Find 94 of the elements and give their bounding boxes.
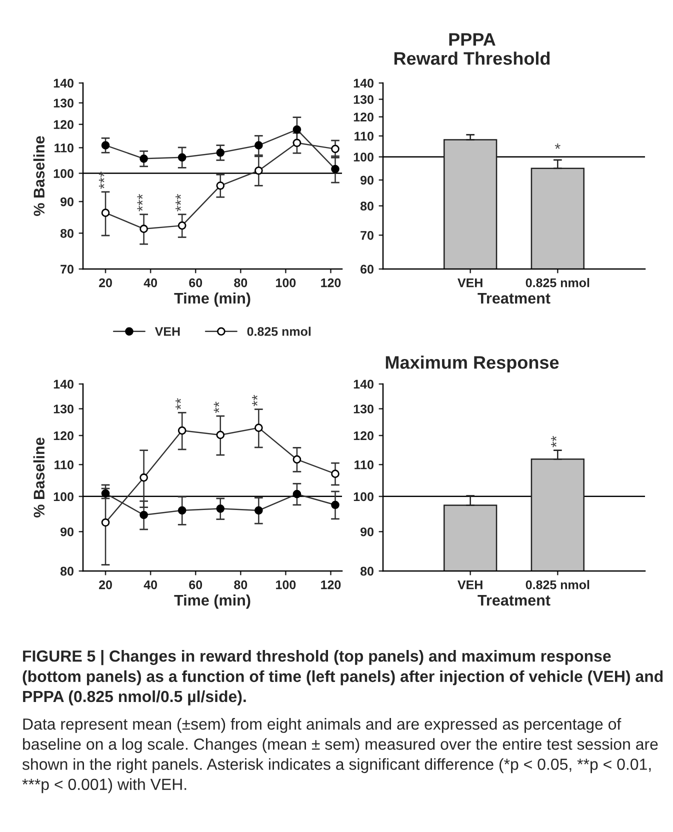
y-tick-label: 130	[354, 404, 374, 414]
y-tick-label: 70	[60, 264, 74, 274]
point	[292, 490, 302, 498]
x-tick-label: 100	[276, 580, 296, 590]
point	[216, 504, 225, 513]
x-tick-label: 120	[321, 580, 341, 590]
x-tick-label: 60	[189, 278, 202, 288]
y-tick-label: 80	[60, 228, 74, 238]
point	[331, 164, 340, 174]
annotation: ***	[176, 194, 181, 212]
chart-title: Maximum Response	[386, 356, 559, 372]
y-tick-label: 130	[54, 404, 74, 414]
point	[292, 125, 302, 134]
y-axis-title: % Baseline	[33, 438, 45, 518]
point	[254, 166, 263, 175]
x-axis-title: Treatment	[478, 595, 550, 606]
y-tick-label: 100	[354, 152, 374, 162]
y-tick-label: 140	[54, 78, 74, 88]
point	[140, 473, 148, 482]
caption: FIGURE 5 | Changes in reward threshold (top panels) and maximum response (bottom panels) as a function of time (left panels) after injection of vehicle (VEH) and PPPA (0.825 nmol/0.5 µl/side).	[22, 650, 663, 706]
point	[140, 154, 148, 163]
x-axis-title: Treatment	[478, 293, 550, 304]
legend-label: VEH	[154, 327, 180, 336]
x-axis-title: Time (min)	[174, 594, 250, 609]
point	[254, 424, 263, 432]
point	[101, 208, 110, 217]
y-tick-label: 80	[360, 202, 374, 210]
y-tick-label: 130	[354, 95, 374, 104]
point	[140, 510, 148, 520]
y-tick-label: 100	[54, 169, 74, 178]
y-tick-label: 110	[54, 144, 74, 152]
point	[331, 144, 340, 154]
annotation: **	[176, 398, 181, 410]
point	[178, 221, 186, 230]
annotation: **	[214, 402, 220, 414]
x-tick-label: VEH	[458, 278, 482, 288]
point	[216, 430, 225, 440]
chart-subtitle: Reward Threshold	[394, 52, 550, 65]
x-tick-label: 100	[276, 278, 296, 288]
x-axis-title: Time (min)	[174, 292, 250, 307]
point	[254, 506, 263, 515]
y-tick-label: 140	[354, 78, 374, 88]
y-tick-label: 100	[54, 492, 74, 502]
x-tick-label: 120	[321, 278, 341, 288]
annotation: *	[554, 144, 560, 149]
point	[254, 141, 263, 150]
y-tick-label: 100	[354, 492, 374, 502]
x-tick-label: 80	[234, 278, 248, 288]
point	[178, 153, 186, 162]
x-tick-label: 40	[144, 580, 158, 590]
x-tick-label: VEH	[458, 580, 482, 590]
y-tick-label: 120	[54, 120, 74, 130]
y-tick-label: 140	[354, 380, 374, 389]
y-tick-label: 60	[360, 264, 374, 274]
y-tick-label: 130	[54, 98, 74, 108]
x-tick-label: 40	[144, 278, 158, 288]
point	[216, 181, 225, 190]
point	[331, 470, 340, 478]
x-tick-label: 20	[99, 580, 112, 590]
chart-title: PPPA	[449, 33, 496, 46]
y-axis-title: % Baseline	[33, 136, 45, 216]
y-tick-label: 120	[54, 431, 74, 440]
point	[101, 141, 110, 150]
annotation: ***	[137, 194, 143, 212]
y-tick-label: 140	[54, 380, 74, 389]
y-tick-label: 90	[360, 176, 374, 185]
point	[331, 500, 340, 510]
point	[216, 148, 225, 157]
x-tick-label: 20	[99, 278, 112, 288]
y-tick-label: 120	[354, 112, 374, 122]
x-tick-label: 80	[234, 580, 248, 590]
legend-label: 0.825 nmol	[247, 326, 311, 336]
y-tick-label: 80	[360, 566, 374, 576]
point	[178, 426, 186, 435]
y-tick-label: 110	[354, 460, 374, 470]
text: Data represent mean (±sem) from eight animals and are expressed as percentage of baseline on a log scale. Changes (mean ± sem) measured over the entire test session are shown in the right panels. Asterisk indicates a significant difference (*p < 0.05, **p < 0.01, ***p < 0.001) with VEH.	[22, 718, 658, 794]
point	[292, 138, 302, 148]
point	[140, 224, 148, 234]
y-tick-label: 90	[60, 527, 74, 536]
y-tick-label: 110	[54, 460, 74, 470]
annotation: **	[252, 394, 258, 406]
y-tick-label: 80	[60, 566, 74, 576]
y-tick-label: 110	[354, 132, 374, 141]
point	[101, 518, 110, 527]
y-tick-label: 90	[360, 527, 374, 536]
point	[292, 455, 302, 464]
y-tick-label: 120	[354, 431, 374, 440]
point	[178, 506, 186, 515]
x-tick-label: 0.825 nmol	[526, 580, 590, 590]
annotation: **	[551, 436, 556, 448]
x-tick-label: 60	[189, 580, 202, 590]
y-tick-label: 90	[60, 197, 74, 206]
x-tick-label: 0.825 nmol	[526, 278, 590, 288]
y-tick-label: 70	[360, 230, 374, 240]
